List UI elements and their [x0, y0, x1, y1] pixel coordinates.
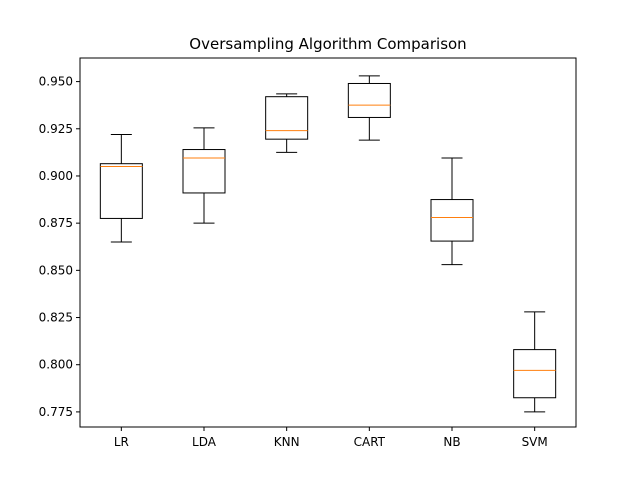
y-tick-label: 0.950 [39, 75, 73, 89]
box-knn [265, 93, 309, 153]
x-tick-label: LR [114, 435, 129, 449]
x-tick-label: CART [354, 435, 386, 449]
y-tick-label: 0.900 [39, 169, 73, 183]
iqr-box [430, 199, 474, 242]
y-tick-label: 0.775 [39, 405, 73, 419]
x-tick-label: KNN [274, 435, 300, 449]
iqr-box [182, 149, 226, 194]
y-tick-label: 0.800 [39, 358, 73, 372]
x-axis: LR LDA KNN CART NB SVM [114, 427, 548, 449]
iqr-box [513, 349, 557, 399]
iqr-box [265, 96, 309, 140]
x-tick-label: NB [443, 435, 460, 449]
iqr-box [347, 82, 391, 118]
y-tick-label: 0.925 [39, 122, 73, 136]
boxes-group [99, 75, 557, 413]
plot-area-frame [79, 57, 577, 428]
iqr-box [99, 163, 143, 219]
x-tick-label: LDA [192, 435, 217, 449]
chart-title: Oversampling Algorithm Comparison [189, 35, 466, 53]
y-axis: 0.775 0.800 0.825 0.850 0.875 0.900 0.925 0.950 [39, 75, 80, 419]
y-tick-label: 0.825 [39, 311, 73, 325]
box-lda [182, 127, 226, 224]
box-cart [347, 75, 391, 141]
box-nb [430, 157, 474, 266]
x-tick-label: SVM [522, 435, 548, 449]
box-lr [99, 133, 143, 243]
y-tick-label: 0.850 [39, 263, 73, 277]
box-svm [513, 311, 557, 413]
y-tick-label: 0.875 [39, 216, 73, 230]
